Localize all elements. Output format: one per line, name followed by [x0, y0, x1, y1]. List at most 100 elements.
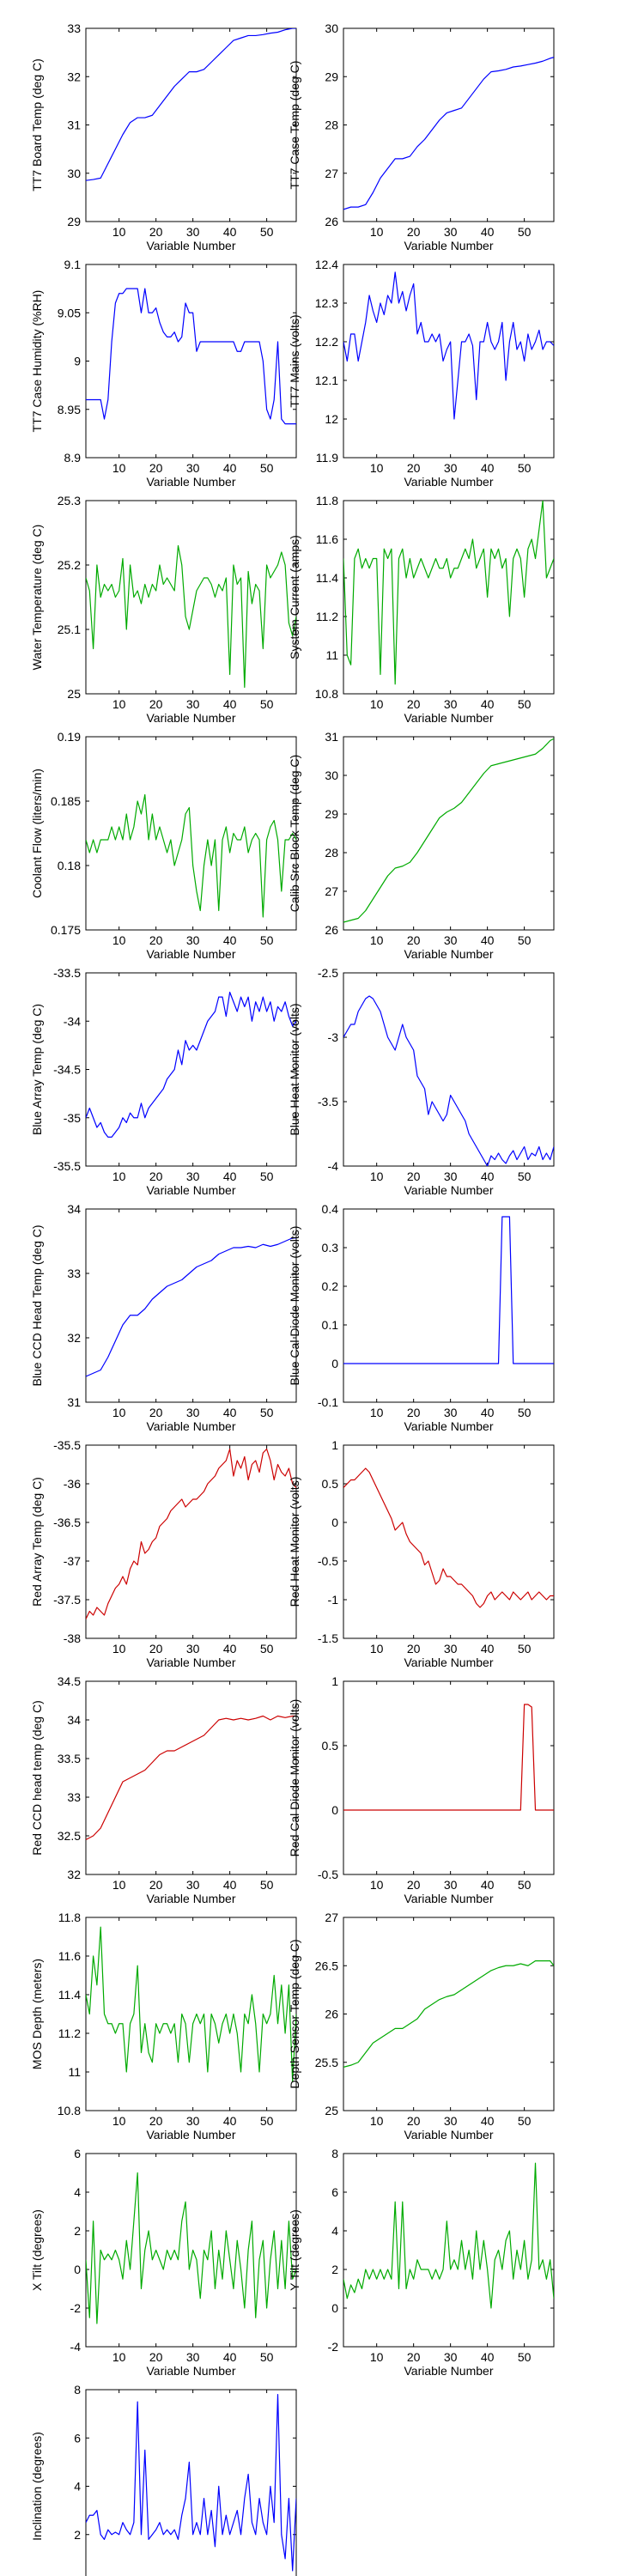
y-tick-label: 32.5: [58, 1829, 81, 1843]
x-tick-label: 30: [186, 1170, 200, 1183]
plot-frame: [343, 2153, 555, 2348]
x-tick-label: 10: [112, 1642, 126, 1656]
y-tick-label: 32: [67, 70, 81, 83]
x-tick-label: 10: [112, 933, 126, 947]
x-tick-label: 20: [407, 2350, 421, 2364]
x-tick-label: 40: [223, 697, 237, 711]
y-axis-label: Depth Sensor Temp (deg C): [288, 1939, 301, 2088]
y-tick-label: 9.1: [64, 258, 82, 271]
chart-21: 102030405002468Variable NumberInclinatio…: [30, 2383, 297, 2576]
x-tick-label: 40: [223, 461, 237, 475]
y-tick-label: -0.5: [318, 1554, 338, 1568]
x-tick-label: 20: [149, 697, 163, 711]
chart-7: 10 20 30 40 50 0.175 0.18 0.185 0.19 Variable Num…: [30, 730, 297, 961]
x-tick-label: 10: [370, 225, 384, 239]
x-tick-label: 40: [223, 2350, 237, 2364]
x-tick-label: 40: [223, 1642, 237, 1656]
y-axis-label: MOS Depth (meters): [30, 1959, 44, 2069]
y-axis-label: TT7 Mains (volts): [288, 314, 301, 407]
y-tick-label: 31: [325, 730, 338, 744]
y-tick-label: 2: [74, 2528, 81, 2542]
x-axis-label: Variable Number: [404, 475, 493, 489]
series-line: [86, 991, 296, 1138]
y-tick-label: 9: [74, 355, 81, 368]
y-tick-label: 0.1: [322, 1318, 339, 1332]
chart-6: 10 20 30 40 50 10.8 11 11.2 11.4 11.6 11.8 Variable…: [288, 494, 555, 725]
y-tick-label: -2: [70, 2301, 82, 2315]
series-line: [86, 544, 296, 689]
y-axis-label: Inclination (degrees): [30, 2432, 44, 2541]
chart-11: 10 20 30 40 50 31 32 33 34 Variable Number Blue CC…: [30, 1202, 297, 1433]
y-axis-label: Y Tilt (degrees): [288, 2209, 301, 2291]
x-axis-label: Variable Number: [404, 1419, 493, 1433]
x-tick-label: 20: [407, 461, 421, 475]
x-tick-label: 50: [260, 1406, 274, 1419]
y-tick-label: 8: [74, 2383, 81, 2397]
x-tick-label: 50: [260, 461, 274, 475]
x-tick-label: 20: [149, 461, 163, 475]
x-axis-label: Variable Number: [146, 1419, 235, 1433]
plot-frame: [343, 1444, 555, 1639]
x-tick-label: 30: [186, 697, 200, 711]
x-tick-label: 30: [186, 933, 200, 947]
y-tick-label: 11.6: [58, 1949, 81, 1963]
y-axis-label: TT7 Board Temp (deg C): [30, 58, 44, 191]
x-tick-label: 20: [407, 225, 421, 239]
y-tick-label: -1: [328, 1593, 339, 1607]
x-tick-label: 10: [370, 461, 384, 475]
y-tick-label: -0.5: [318, 1868, 338, 1881]
y-tick-label: -35: [64, 1111, 81, 1125]
y-tick-label: 12.4: [315, 258, 338, 271]
y-tick-label: 26: [325, 923, 338, 937]
plot-frame: [85, 2153, 297, 2348]
x-tick-label: 10: [370, 1642, 384, 1656]
y-tick-label: 4: [74, 2185, 81, 2199]
y-tick-label: 6: [331, 2185, 338, 2199]
x-tick-label: 30: [186, 1878, 200, 1892]
y-tick-label: 0.2: [322, 1279, 339, 1293]
x-tick-label: 20: [149, 1878, 163, 1892]
x-tick-label: 30: [444, 1170, 458, 1183]
y-tick-label: 25.3: [58, 494, 81, 507]
y-tick-label: 26: [325, 215, 338, 228]
y-tick-label: -35.5: [53, 1438, 81, 1452]
y-tick-label: 9.05: [58, 306, 81, 319]
chart-8: 10 20 30 40 50 26 27 28 29 30 31 Variable Number Cal…: [288, 730, 555, 961]
y-tick-label: 0: [74, 2263, 81, 2276]
y-tick-label: 12: [325, 412, 338, 426]
y-tick-label: 25.2: [58, 558, 81, 572]
x-tick-label: 40: [223, 1878, 237, 1892]
y-tick-label: 33: [67, 21, 81, 35]
y-tick-label: 0.5: [322, 1477, 339, 1491]
x-tick-label: 30: [444, 2350, 458, 2364]
y-tick-label: 11.6: [316, 532, 338, 546]
chart-18: 10 20 30 40 50 25 25.5 26 26.5 27 Variable Number D…: [288, 1911, 555, 2142]
y-tick-label: 26.5: [315, 1959, 338, 1972]
x-tick-label: 40: [481, 225, 495, 239]
x-tick-label: 50: [518, 1406, 532, 1419]
chart-12: 10 20 30 40 50 -0.1 0 0.1 0.2 0.3 0.4 Variable Numb…: [288, 1202, 555, 1433]
y-tick-label: 11: [325, 648, 338, 662]
y-tick-label: 11.4: [316, 571, 338, 585]
series-line: [86, 793, 296, 918]
series-line: [343, 995, 554, 1166]
y-tick-label: -34.5: [53, 1063, 81, 1077]
x-tick-label: 40: [481, 1642, 495, 1656]
y-tick-label: 1: [331, 1674, 338, 1688]
x-tick-label: 10: [112, 2114, 126, 2128]
y-tick-label: 10.8: [58, 2104, 81, 2117]
x-tick-label: 20: [407, 1642, 421, 1656]
x-tick-label: 20: [407, 2114, 421, 2128]
x-tick-label: 40: [481, 1406, 495, 1419]
x-tick-label: 40: [481, 461, 495, 475]
x-tick-label: 20: [149, 933, 163, 947]
y-tick-label: 2: [331, 2263, 338, 2276]
y-tick-label: -4: [328, 1159, 339, 1173]
x-tick-label: 50: [260, 2350, 274, 2364]
series-line: [86, 1448, 296, 1619]
x-tick-label: 20: [407, 933, 421, 947]
y-tick-label: 29: [67, 215, 81, 228]
x-tick-label: 10: [370, 2114, 384, 2128]
x-tick-label: 50: [518, 2350, 532, 2364]
y-tick-label: 34.5: [58, 1674, 81, 1688]
